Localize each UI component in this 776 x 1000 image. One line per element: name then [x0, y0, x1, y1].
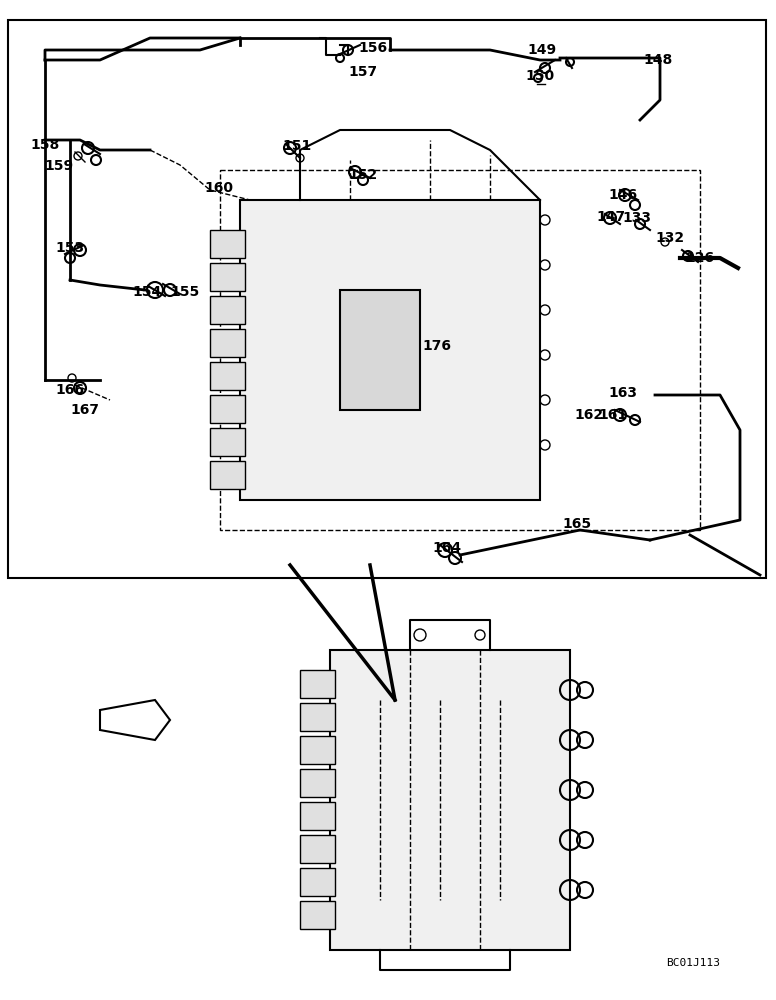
Bar	[300, 769, 335, 797]
Bar	[300, 736, 335, 764]
Bar	[210, 461, 245, 489]
Text: 153: 153	[55, 241, 84, 255]
Bar	[8, 20, 766, 578]
Text: 167: 167	[70, 403, 99, 417]
Text: 126: 126	[685, 251, 714, 265]
Text: 162: 162	[574, 408, 603, 422]
Circle shape	[310, 874, 326, 890]
Text: 159: 159	[44, 159, 73, 173]
Circle shape	[220, 269, 236, 285]
Bar	[210, 428, 245, 456]
Text: 163: 163	[608, 386, 637, 400]
Circle shape	[310, 709, 326, 725]
Text: 151: 151	[282, 139, 311, 153]
Text: 148: 148	[643, 53, 672, 67]
Circle shape	[310, 907, 326, 923]
Circle shape	[310, 676, 326, 692]
Text: 165: 165	[562, 517, 591, 531]
Text: 133: 133	[622, 211, 651, 225]
Text: 132: 132	[655, 231, 684, 245]
Polygon shape	[100, 700, 170, 740]
Text: 176: 176	[422, 339, 451, 353]
Bar	[300, 703, 335, 731]
Circle shape	[220, 302, 236, 318]
Text: 166: 166	[55, 383, 84, 397]
Bar	[300, 868, 335, 896]
Circle shape	[220, 236, 236, 252]
Text: 146: 146	[608, 188, 637, 202]
Bar	[210, 395, 245, 423]
Text: 150: 150	[525, 69, 554, 83]
Bar	[210, 263, 245, 291]
Text: BC01J113: BC01J113	[666, 958, 720, 968]
Bar	[210, 362, 245, 390]
Text: 160: 160	[204, 181, 233, 195]
Circle shape	[310, 841, 326, 857]
Text: 161: 161	[598, 408, 627, 422]
Circle shape	[310, 808, 326, 824]
Bar	[220, 170, 700, 530]
Bar	[210, 230, 245, 258]
Text: 147: 147	[596, 210, 625, 224]
Circle shape	[220, 401, 236, 417]
Bar	[210, 329, 245, 357]
Circle shape	[365, 335, 395, 365]
Text: 155: 155	[170, 285, 199, 299]
Circle shape	[220, 467, 236, 483]
Text: 156: 156	[358, 41, 387, 55]
Bar	[300, 802, 335, 830]
Text: 157: 157	[348, 65, 377, 79]
Circle shape	[220, 368, 236, 384]
Bar	[300, 670, 335, 698]
Circle shape	[310, 775, 326, 791]
Text: 154: 154	[132, 285, 161, 299]
Bar	[240, 200, 540, 500]
Bar	[300, 835, 335, 863]
Circle shape	[220, 335, 236, 351]
Circle shape	[310, 742, 326, 758]
Bar	[330, 650, 570, 950]
Text: 164: 164	[432, 541, 461, 555]
Circle shape	[220, 434, 236, 450]
Text: 175: 175	[352, 361, 381, 375]
Bar	[300, 901, 335, 929]
Text: 152: 152	[348, 168, 377, 182]
Text: 158: 158	[30, 138, 59, 152]
Text: 149: 149	[527, 43, 556, 57]
Bar	[340, 290, 420, 410]
Bar	[210, 296, 245, 324]
